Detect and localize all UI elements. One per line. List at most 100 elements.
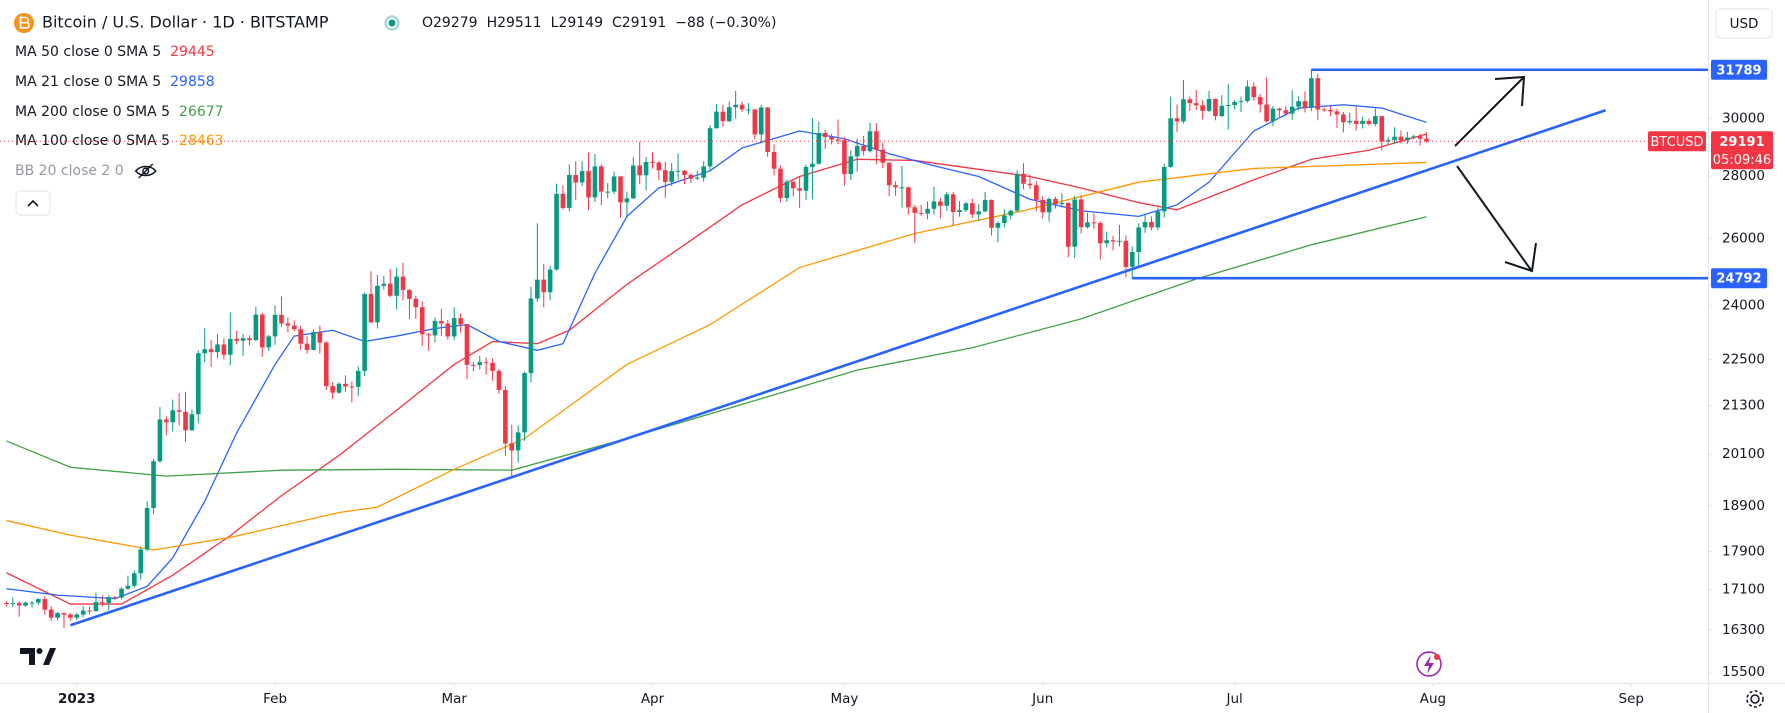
symbol-tag — [1648, 131, 1706, 152]
candle-body — [854, 145, 860, 157]
candle-body — [1315, 78, 1321, 110]
candle-body — [503, 389, 508, 444]
candle-body — [48, 609, 54, 618]
legend-value: 28463 — [179, 133, 224, 149]
ohlc-legend: O29279 H29511 L29149 C29191 −88 (−0.30%) — [422, 15, 776, 31]
candle-body — [80, 610, 86, 615]
candle-body — [1309, 78, 1314, 108]
collapse-button[interactable] — [15, 190, 51, 216]
currency-button[interactable]: USD — [1715, 8, 1773, 39]
candle-body — [42, 599, 48, 610]
candle-body — [477, 362, 483, 366]
candle-body — [1168, 118, 1173, 167]
candle-body — [1321, 109, 1327, 111]
candle-body — [106, 597, 112, 604]
candle-body — [880, 149, 886, 163]
candle-body — [343, 383, 348, 387]
candle-body — [688, 174, 694, 179]
market-status-dot — [388, 19, 396, 27]
candle-body — [1270, 108, 1276, 122]
pane — [4, 68, 1708, 628]
tradingview-logo — [20, 648, 56, 665]
candle-body — [394, 276, 399, 296]
candle-body — [554, 193, 559, 270]
candle-body — [976, 211, 982, 215]
candle-body — [132, 573, 137, 586]
candle-body — [1334, 111, 1340, 115]
candle-body — [445, 323, 451, 337]
candle-body — [1213, 98, 1218, 117]
candle-body — [426, 334, 431, 336]
candle-body — [605, 191, 611, 193]
candle-body — [10, 603, 16, 605]
candle-body — [4, 603, 9, 605]
countdown-label: 05:09:46 — [1713, 153, 1771, 168]
candle-body — [93, 602, 99, 612]
candle-body — [87, 610, 92, 612]
candle-body — [1027, 183, 1033, 186]
candle-body — [1021, 173, 1026, 184]
candle-body — [1034, 185, 1039, 200]
candle-body — [547, 269, 553, 293]
settings-icon[interactable] — [1746, 690, 1764, 708]
candle-body — [215, 344, 220, 353]
candle-body — [938, 201, 943, 206]
ohlc-value: C29191 — [612, 15, 666, 31]
legend-value: 26677 — [179, 104, 224, 120]
candle-body — [1238, 101, 1244, 103]
candle-body — [944, 194, 950, 206]
candle-body — [202, 349, 208, 354]
candle-body — [490, 362, 495, 371]
candle-body — [68, 614, 73, 618]
candle-body — [592, 166, 598, 198]
candle-body — [259, 314, 265, 348]
candle-body — [1200, 105, 1205, 111]
candle-body — [1232, 101, 1237, 106]
candle-body — [387, 283, 393, 296]
last-price-label: 29191 — [1719, 135, 1764, 150]
candle-body — [1206, 98, 1212, 111]
candle-body — [1187, 99, 1193, 104]
candle-body — [579, 171, 585, 183]
candle-body — [458, 318, 463, 325]
currency-label[interactable]: USD — [1730, 16, 1759, 32]
y-tick-label: 30000 — [1722, 110, 1765, 126]
legend-value: 29858 — [170, 74, 215, 90]
candle-body — [797, 188, 802, 191]
candle-body — [362, 294, 367, 371]
candle-body — [1379, 116, 1385, 142]
assistant-icon[interactable] — [1416, 651, 1442, 677]
visibility-icon[interactable] — [134, 163, 157, 179]
candle-body — [1097, 222, 1103, 244]
candle-body — [208, 349, 214, 353]
x-tick-label: Jul — [1225, 691, 1242, 707]
candle-body — [157, 419, 163, 462]
candle-body — [432, 320, 438, 336]
candle-body — [285, 323, 291, 326]
candle-body — [1353, 120, 1359, 124]
y-tick-label: 18900 — [1722, 498, 1765, 514]
candle-body — [176, 410, 182, 412]
candle-body — [912, 207, 918, 213]
candle-body — [317, 332, 323, 343]
y-tick-label: 26000 — [1722, 230, 1765, 246]
candle-body — [330, 386, 335, 393]
candle-body — [1040, 199, 1046, 213]
candle-body — [790, 181, 796, 189]
candle-body — [643, 161, 649, 176]
y-tick-label: 15500 — [1722, 664, 1765, 680]
x-tick-label: May — [830, 691, 858, 707]
x-tick-label: Jun — [1031, 691, 1053, 707]
ma-line — [6, 216, 1427, 477]
candle-body — [1142, 222, 1148, 228]
candle-body — [784, 181, 790, 199]
candle-body — [304, 343, 310, 350]
candle-body — [931, 201, 937, 209]
candle-body — [1110, 240, 1116, 242]
candle-body — [323, 342, 329, 387]
candle-body — [407, 289, 412, 299]
